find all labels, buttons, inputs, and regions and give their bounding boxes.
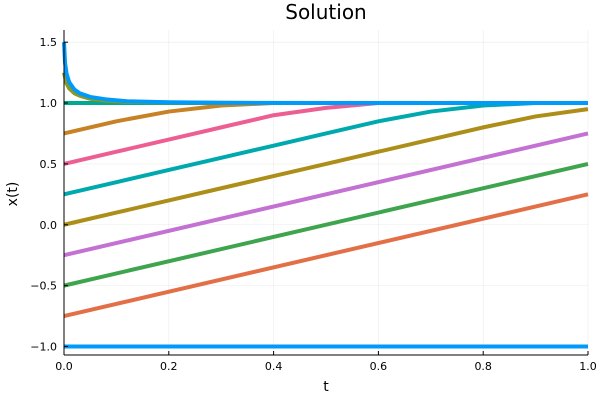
x-tick-label: 0.4 — [265, 360, 283, 373]
y-tick-label: 0.5 — [40, 158, 58, 171]
series-line-2 — [63, 192, 589, 318]
x-tick-label: 1.0 — [579, 360, 597, 373]
y-tick-label: −1.0 — [30, 340, 57, 353]
x-tick-label: 0.0 — [55, 360, 73, 373]
y-tick-label: 0.0 — [40, 219, 58, 232]
series-line-4 — [63, 131, 589, 258]
x-tick-label: 0.8 — [474, 360, 492, 373]
series-line-5 — [63, 107, 589, 227]
series-group — [62, 42, 589, 349]
series-line-3 — [63, 161, 589, 288]
x-tick-label: 0.2 — [160, 360, 178, 373]
y-tick-label: 1.5 — [40, 36, 58, 49]
y-axis-label: x(t) — [5, 182, 21, 207]
axes: 0.0 0.2 0.4 0.6 0.8 1.0 −1.0 −0.5 0.0 0.5 1.0 1.5 — [30, 30, 597, 373]
chart-title: Solution — [285, 0, 366, 24]
x-axis-label: t — [323, 379, 329, 395]
y-tick-label: 1.0 — [40, 97, 58, 110]
series-line-11 — [62, 42, 588, 106]
x-tick-label: 0.6 — [370, 360, 388, 373]
y-tick-label: −0.5 — [30, 280, 57, 293]
series-line-10 — [62, 72, 588, 106]
